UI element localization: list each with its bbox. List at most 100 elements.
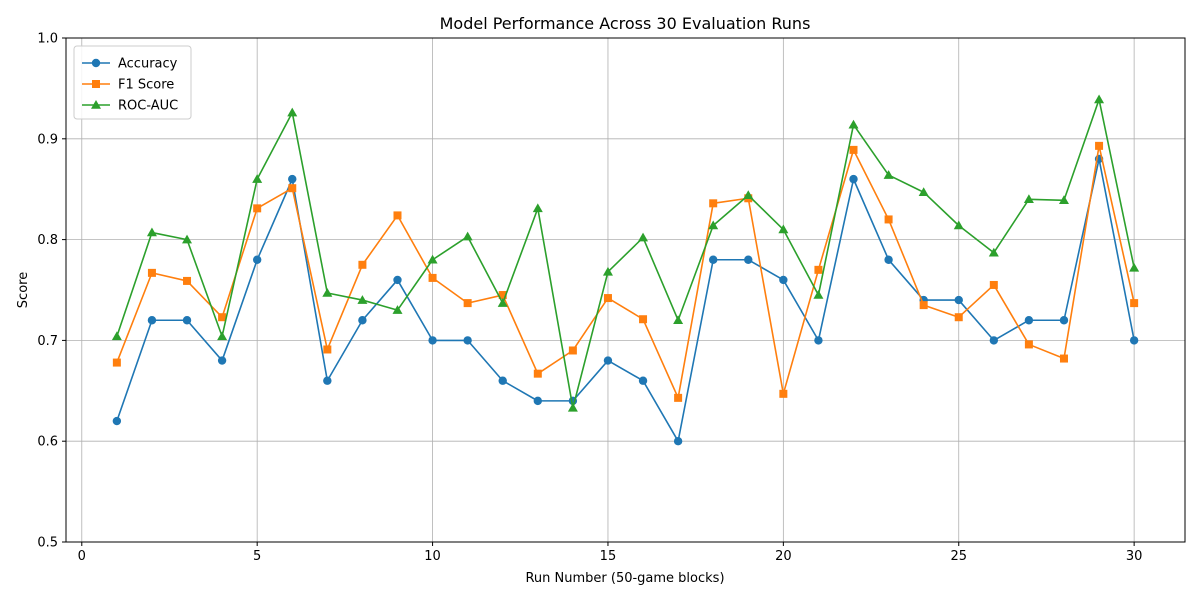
x-axis-label: Run Number (50-game blocks) — [525, 571, 724, 586]
roc-auc-line — [116, 98, 1135, 409]
accuracy-line — [116, 158, 1135, 443]
x-tick-label: 10 — [424, 549, 441, 564]
y-tick-label: 0.8 — [37, 233, 58, 248]
accuracy-point — [428, 336, 437, 345]
legend-entry-accuracy: Accuracy — [82, 57, 178, 72]
accuracy-point — [1059, 316, 1069, 325]
series-layer — [111, 94, 1140, 446]
accuracy-point — [358, 316, 367, 325]
accuracy-point — [182, 316, 192, 325]
legend-label: F1 Score — [118, 78, 174, 93]
roc-auc-point — [1058, 195, 1069, 205]
f1-score-point — [709, 199, 718, 208]
f1-score-point — [1095, 141, 1104, 150]
legend-swatch-marker — [91, 100, 101, 109]
legend-entry-roc-auc: ROC-AUC — [82, 99, 178, 114]
roc-auc-point — [708, 220, 719, 230]
y-tick-label: 1.0 — [37, 32, 58, 47]
roc-auc-point — [497, 298, 508, 307]
f1-score-point — [147, 268, 156, 277]
x-tick-label: 30 — [1126, 549, 1143, 564]
accuracy-point — [463, 336, 472, 345]
accuracy-point — [708, 255, 718, 264]
f1-score-point — [919, 301, 928, 310]
y-axis-label: Score — [16, 272, 31, 308]
series-f1-score — [112, 141, 1139, 402]
legend-swatch-marker — [92, 80, 100, 88]
accuracy-point — [1024, 316, 1034, 325]
roc-auc-point — [988, 247, 999, 257]
accuracy-point — [989, 336, 999, 345]
accuracy-point — [533, 396, 543, 406]
accuracy-point — [323, 376, 332, 385]
legend-label: Accuracy — [118, 57, 178, 72]
roc-auc-point — [638, 232, 649, 242]
y-tick-label: 0.9 — [37, 132, 58, 147]
f1-score-point — [183, 276, 192, 285]
accuracy-point — [217, 356, 227, 365]
roc-auc-point — [567, 402, 578, 412]
f1-score-point — [568, 346, 577, 355]
legend-box — [73, 45, 192, 120]
y-tick-label: 0.5 — [37, 536, 58, 551]
roc-auc-point — [111, 331, 122, 341]
f1-score-point — [323, 345, 332, 354]
roc-auc-point — [287, 107, 298, 117]
x-tick-label: 25 — [950, 549, 967, 564]
roc-auc-point — [427, 254, 438, 264]
accuracy-point — [954, 295, 963, 305]
f1-score-point — [814, 265, 823, 274]
y-tick-label: 0.6 — [37, 435, 58, 450]
f1-score-point — [498, 291, 507, 300]
accuracy-point — [147, 316, 157, 325]
f1-score-point — [603, 294, 612, 303]
f1-score-point — [849, 145, 858, 154]
roc-auc-point — [1023, 194, 1034, 204]
f1-score-point — [1024, 340, 1033, 349]
chart-title: Model Performance Across 30 Evaluation R… — [440, 14, 811, 33]
f1-score-point — [884, 215, 893, 224]
plot-frame — [65, 37, 1186, 543]
accuracy-point — [252, 255, 262, 264]
roc-auc-point — [673, 315, 684, 324]
f1-score-point — [674, 393, 683, 402]
roc-auc-point — [848, 119, 859, 129]
f1-score-point — [112, 358, 121, 367]
roc-auc-point — [532, 203, 543, 213]
roc-auc-point — [182, 234, 193, 244]
accuracy-point — [603, 356, 613, 365]
legend-entry-f1-score: F1 Score — [82, 78, 174, 93]
series-roc-auc — [111, 94, 1140, 412]
accuracy-point — [779, 275, 788, 285]
roc-auc-point — [602, 266, 613, 276]
roc-auc-point — [953, 220, 964, 230]
f1-score-line — [116, 145, 1135, 399]
ticks: 0 5 10 15 20 25 30 0.5 0.6 0.7 0.8 0.9 1.0 — [37, 32, 1142, 565]
x-tick-label: 15 — [600, 549, 617, 564]
roc-auc-point — [392, 305, 403, 314]
accuracy-point — [814, 336, 823, 345]
f1-score-point — [1130, 299, 1139, 308]
f1-score-point — [218, 313, 227, 322]
f1-score-point — [463, 299, 472, 308]
accuracy-point — [884, 255, 893, 264]
series-accuracy — [112, 154, 1139, 446]
f1-score-point — [639, 315, 648, 324]
legend-label: ROC-AUC — [118, 99, 178, 114]
roc-auc-point — [217, 331, 228, 341]
roc-auc-point — [813, 290, 824, 299]
x-tick-label: 0 — [78, 549, 86, 564]
f1-score-point — [393, 211, 402, 220]
roc-auc-point — [322, 288, 333, 297]
roc-auc-point — [743, 190, 754, 199]
legend: Accuracy F1 Score ROC-AUC — [73, 45, 192, 120]
accuracy-point — [288, 174, 297, 184]
accuracy-point — [1129, 336, 1139, 345]
accuracy-point — [112, 416, 122, 426]
f1-score-point — [288, 184, 297, 193]
x-tick-label: 5 — [253, 549, 261, 564]
f1-score-point — [954, 313, 963, 322]
roc-auc-point — [1094, 94, 1105, 104]
accuracy-point — [744, 255, 753, 264]
